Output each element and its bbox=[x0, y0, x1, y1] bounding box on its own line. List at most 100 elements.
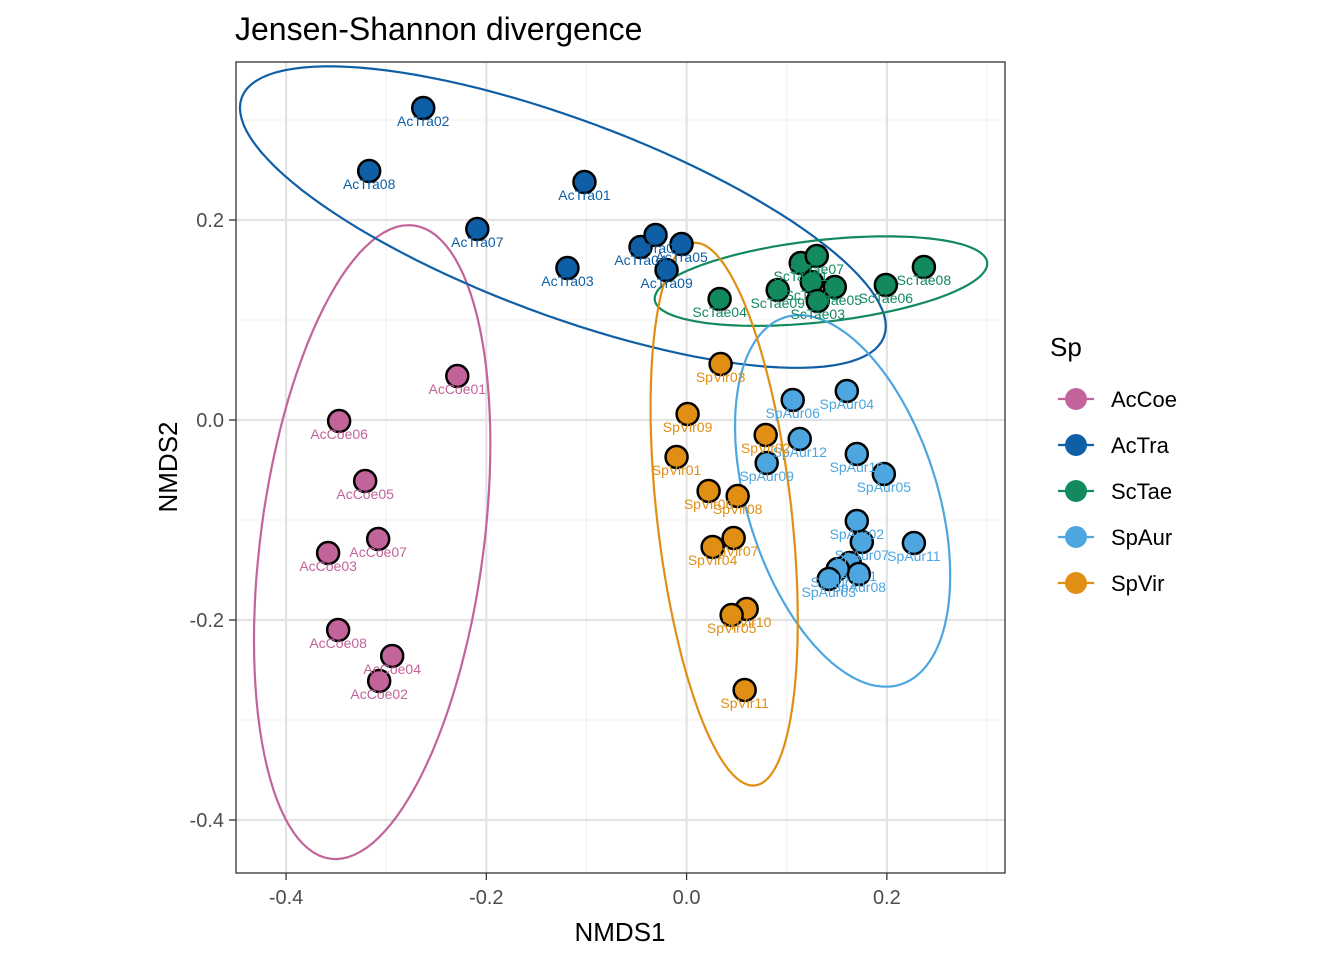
point-label-spvir08: SpVir08 bbox=[713, 501, 763, 517]
point-label-spvir09: SpVir09 bbox=[663, 419, 713, 435]
legend-label-actra: AcTra bbox=[1111, 433, 1170, 458]
point-label-sctae09: ScTae09 bbox=[750, 295, 805, 311]
point-label-actra06: AcTra06 bbox=[629, 240, 682, 256]
point-label-actra07: AcTra07 bbox=[451, 234, 504, 250]
point-accoe04 bbox=[379, 643, 405, 669]
y-tick-label: 0.0 bbox=[196, 410, 224, 432]
point-label-spvir01: SpVir01 bbox=[652, 462, 702, 478]
point-accoe06 bbox=[326, 408, 352, 434]
point-label-spaur09: SpAur09 bbox=[739, 468, 794, 484]
grid-layer bbox=[236, 62, 1005, 873]
point-label-accoe03: AcCoe03 bbox=[299, 558, 357, 574]
point-sctae08 bbox=[911, 254, 937, 280]
point-label-sctae04: ScTae04 bbox=[692, 304, 747, 320]
y-axis-title: NMDS2 bbox=[153, 421, 183, 512]
point-actra06 bbox=[643, 222, 668, 248]
point-label-spaur10: SpAur10 bbox=[830, 459, 885, 475]
point-sctae06 bbox=[873, 272, 899, 298]
point-sctae04 bbox=[707, 286, 732, 312]
point-label-actra08: AcTra08 bbox=[343, 176, 396, 192]
legend-label-spaur: SpAur bbox=[1111, 525, 1172, 550]
point-label-spvir04: SpVir04 bbox=[688, 552, 738, 568]
point-spvir01 bbox=[664, 444, 689, 470]
ellipse-accoe bbox=[252, 224, 492, 861]
point-label-spaur03: SpAur03 bbox=[802, 584, 857, 600]
point-label-accoe01: AcCoe01 bbox=[428, 381, 486, 397]
point-spaur03 bbox=[816, 566, 842, 592]
point-accoe05 bbox=[352, 468, 378, 494]
point-label-accoe05: AcCoe05 bbox=[336, 486, 394, 502]
point-spaur12 bbox=[787, 426, 812, 452]
point-label-sctae01: ScTae01 bbox=[773, 268, 828, 284]
point-spvir02 bbox=[753, 422, 778, 448]
point-label-actra01: AcTra01 bbox=[558, 187, 611, 203]
point-label-spvir03: SpVir03 bbox=[696, 369, 746, 385]
point-sctae05 bbox=[822, 274, 848, 300]
ellipse-spvir bbox=[649, 241, 799, 787]
point-layer bbox=[315, 95, 937, 703]
point-spvir05 bbox=[719, 602, 744, 628]
point-label-actra04: AcTra04 bbox=[614, 252, 667, 268]
point-spaur06 bbox=[780, 387, 805, 413]
point-label-accoe06: AcCoe06 bbox=[310, 426, 368, 442]
point-sctae03 bbox=[805, 288, 831, 314]
point-actra03 bbox=[555, 255, 580, 281]
point-actra08 bbox=[356, 158, 382, 184]
legend-label-sctae: ScTae bbox=[1111, 479, 1172, 504]
ellipse-spaur bbox=[733, 313, 952, 688]
point-accoe02 bbox=[366, 668, 392, 694]
point-actra05 bbox=[669, 231, 694, 257]
point-actra09 bbox=[654, 257, 679, 283]
point-actra01 bbox=[572, 169, 597, 195]
point-label-accoe04: AcCoe04 bbox=[363, 661, 421, 677]
x-tick-label: -0.4 bbox=[269, 887, 303, 909]
point-label-actra05: AcTra05 bbox=[655, 249, 708, 265]
x-tick-label: 0.0 bbox=[673, 887, 701, 909]
point-spaur04 bbox=[834, 378, 860, 404]
point-label-sctae07: ScTae07 bbox=[790, 261, 845, 277]
point-label-accoe07: AcCoe07 bbox=[349, 544, 407, 560]
point-label-spvir02: SpVir02 bbox=[741, 440, 791, 456]
point-sctae09 bbox=[765, 277, 790, 303]
point-label-sctae03: ScTae03 bbox=[791, 306, 846, 322]
y-tick-label: -0.4 bbox=[190, 810, 224, 832]
point-label-spaur05: SpAur05 bbox=[857, 479, 912, 495]
point-label-spaur04: SpAur04 bbox=[820, 396, 875, 412]
point-spaur07 bbox=[849, 529, 875, 555]
point-spvir03 bbox=[708, 351, 733, 377]
y-tick-label: 0.2 bbox=[196, 210, 224, 232]
point-sctae07 bbox=[804, 243, 830, 269]
point-spaur05 bbox=[871, 461, 897, 487]
point-label-sctae02: ScTae02 bbox=[785, 287, 840, 303]
point-accoe03 bbox=[315, 540, 341, 566]
plot-panel-border bbox=[235, 61, 1006, 874]
point-label-sctae05: ScTae05 bbox=[808, 292, 863, 308]
point-label-spaur02: SpAur02 bbox=[830, 526, 885, 542]
point-spvir09 bbox=[675, 401, 700, 427]
x-axis-title: NMDS1 bbox=[574, 917, 665, 947]
point-accoe01 bbox=[445, 363, 470, 389]
point-spaur11 bbox=[901, 530, 927, 556]
legend-title: Sp bbox=[1050, 332, 1082, 362]
y-tick-label: -0.2 bbox=[190, 610, 224, 632]
point-label-actra03: AcTra03 bbox=[541, 273, 594, 289]
point-label-sctae08: ScTae08 bbox=[897, 272, 952, 288]
legend-key-sctae bbox=[1065, 480, 1087, 502]
point-accoe07 bbox=[365, 526, 391, 552]
point-label-spaur08: SpAur08 bbox=[832, 579, 887, 595]
point-spvir11 bbox=[732, 677, 757, 703]
point-label-spaur12: SpAur12 bbox=[772, 444, 827, 460]
point-label-spaur06: SpAur06 bbox=[765, 405, 820, 421]
x-tick-label: 0.2 bbox=[873, 887, 901, 909]
point-label-spvir07: SpVir07 bbox=[709, 543, 759, 559]
axis-layer: -0.4 -0.2 0.0 0.2 -0.4 -0.2 0.0 0.2 bbox=[190, 210, 901, 909]
point-label-spvir11: SpVir11 bbox=[720, 695, 769, 711]
point-spvir07 bbox=[721, 525, 746, 551]
legend-label-spvir: SpVir bbox=[1111, 571, 1164, 596]
point-label-spaur13: SpAur13 bbox=[811, 574, 866, 590]
point-label-actra09: AcTra09 bbox=[640, 275, 693, 291]
point-label-spvir10: SpVir10 bbox=[722, 614, 772, 630]
